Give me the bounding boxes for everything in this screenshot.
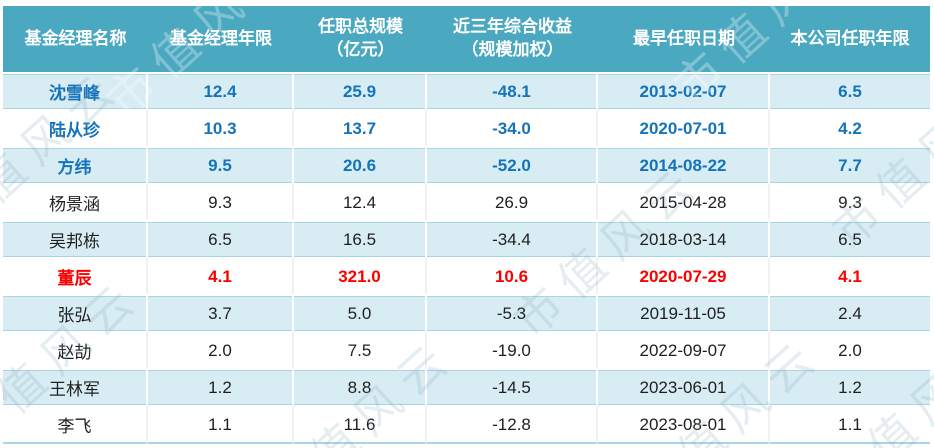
cell-date: 2023-08-01 <box>598 405 770 444</box>
cell-years: 4.1 <box>148 257 294 294</box>
cell-scale: 321.0 <box>294 257 427 294</box>
cell-years: 12.4 <box>148 72 294 109</box>
table-body: 沈雪峰 12.4 25.9 -48.1 2013-02-07 6.5 陆从珍 10.3 13.7… <box>3 72 930 444</box>
cell-company_years: 9.3 <box>770 183 930 220</box>
cell-date: 2015-04-28 <box>598 183 770 220</box>
col-header-company-years: 本公司任职年限 <box>770 6 930 72</box>
cell-company_years: 6.5 <box>770 220 930 257</box>
cell-return3y: 10.6 <box>427 257 598 294</box>
cell-years: 9.5 <box>148 146 294 183</box>
cell-years: 1.1 <box>148 405 294 444</box>
cell-name: 李飞 <box>3 405 148 444</box>
cell-name: 杨景涵 <box>3 183 148 220</box>
cell-years: 2.0 <box>148 331 294 368</box>
col-header-3yr-return: 近三年综合收益 （规模加权） <box>427 6 598 72</box>
cell-date: 2013-02-07 <box>598 72 770 109</box>
cell-name: 赵劼 <box>3 331 148 368</box>
cell-name: 董辰 <box>3 257 148 294</box>
cell-company_years: 2.0 <box>770 331 930 368</box>
cell-name: 吴邦栋 <box>3 220 148 257</box>
cell-scale: 8.8 <box>294 368 427 405</box>
cell-scale: 25.9 <box>294 72 427 109</box>
cell-name: 陆从珍 <box>3 109 148 146</box>
table-row: 杨景涵 9.3 12.4 26.9 2015-04-28 9.3 <box>3 183 930 220</box>
table-container: 基金经理名称 基金经理年限 任职总规模 （亿元） 近三年综合收益 （规模加权） … <box>3 6 930 444</box>
table-row: 陆从珍 10.3 13.7 -34.0 2020-07-01 4.2 <box>3 109 930 146</box>
cell-date: 2023-06-01 <box>598 368 770 405</box>
cell-date: 2019-11-05 <box>598 294 770 331</box>
cell-scale: 7.5 <box>294 331 427 368</box>
cell-company_years: 1.2 <box>770 368 930 405</box>
cell-scale: 5.0 <box>294 294 427 331</box>
cell-years: 10.3 <box>148 109 294 146</box>
table-row: 王林军 1.2 8.8 -14.5 2023-06-01 1.2 <box>3 368 930 405</box>
cell-years: 1.2 <box>148 368 294 405</box>
cell-years: 3.7 <box>148 294 294 331</box>
cell-company_years: 1.1 <box>770 405 930 444</box>
cell-return3y: -48.1 <box>427 72 598 109</box>
cell-scale: 12.4 <box>294 183 427 220</box>
fund-manager-table: 基金经理名称 基金经理年限 任职总规模 （亿元） 近三年综合收益 （规模加权） … <box>3 6 930 444</box>
cell-date: 2020-07-01 <box>598 109 770 146</box>
table-row: 董辰 4.1 321.0 10.6 2020-07-29 4.1 <box>3 257 930 294</box>
cell-return3y: -52.0 <box>427 146 598 183</box>
cell-date: 2018-03-14 <box>598 220 770 257</box>
cell-name: 沈雪峰 <box>3 72 148 109</box>
cell-return3y: 26.9 <box>427 183 598 220</box>
cell-return3y: -14.5 <box>427 368 598 405</box>
cell-return3y: -19.0 <box>427 331 598 368</box>
cell-date: 2014-08-22 <box>598 146 770 183</box>
table-row: 赵劼 2.0 7.5 -19.0 2022-09-07 2.0 <box>3 331 930 368</box>
cell-scale: 11.6 <box>294 405 427 444</box>
cell-years: 6.5 <box>148 220 294 257</box>
col-header-manager-name: 基金经理名称 <box>3 6 148 72</box>
cell-name: 王林军 <box>3 368 148 405</box>
col-header-earliest-date: 最早任职日期 <box>598 6 770 72</box>
header-row: 基金经理名称 基金经理年限 任职总规模 （亿元） 近三年综合收益 （规模加权） … <box>3 6 930 72</box>
cell-date: 2020-07-29 <box>598 257 770 294</box>
cell-return3y: -5.3 <box>427 294 598 331</box>
cell-return3y: -34.0 <box>427 109 598 146</box>
cell-scale: 16.5 <box>294 220 427 257</box>
table-row: 张弘 3.7 5.0 -5.3 2019-11-05 2.4 <box>3 294 930 331</box>
table-row: 吴邦栋 6.5 16.5 -34.4 2018-03-14 6.5 <box>3 220 930 257</box>
cell-scale: 13.7 <box>294 109 427 146</box>
cell-company_years: 7.7 <box>770 146 930 183</box>
col-header-manager-years: 基金经理年限 <box>148 6 294 72</box>
cell-date: 2022-09-07 <box>598 331 770 368</box>
cell-name: 张弘 <box>3 294 148 331</box>
cell-return3y: -12.8 <box>427 405 598 444</box>
cell-company_years: 2.4 <box>770 294 930 331</box>
col-header-total-scale: 任职总规模 （亿元） <box>294 6 427 72</box>
cell-company_years: 4.1 <box>770 257 930 294</box>
cell-return3y: -34.4 <box>427 220 598 257</box>
table-row: 沈雪峰 12.4 25.9 -48.1 2013-02-07 6.5 <box>3 72 930 109</box>
cell-name: 方纬 <box>3 146 148 183</box>
cell-company_years: 6.5 <box>770 72 930 109</box>
cell-scale: 20.6 <box>294 146 427 183</box>
cell-company_years: 4.2 <box>770 109 930 146</box>
cell-years: 9.3 <box>148 183 294 220</box>
table-row: 李飞 1.1 11.6 -12.8 2023-08-01 1.1 <box>3 405 930 444</box>
table-row: 方纬 9.5 20.6 -52.0 2014-08-22 7.7 <box>3 146 930 183</box>
table-header: 基金经理名称 基金经理年限 任职总规模 （亿元） 近三年综合收益 （规模加权） … <box>3 6 930 72</box>
